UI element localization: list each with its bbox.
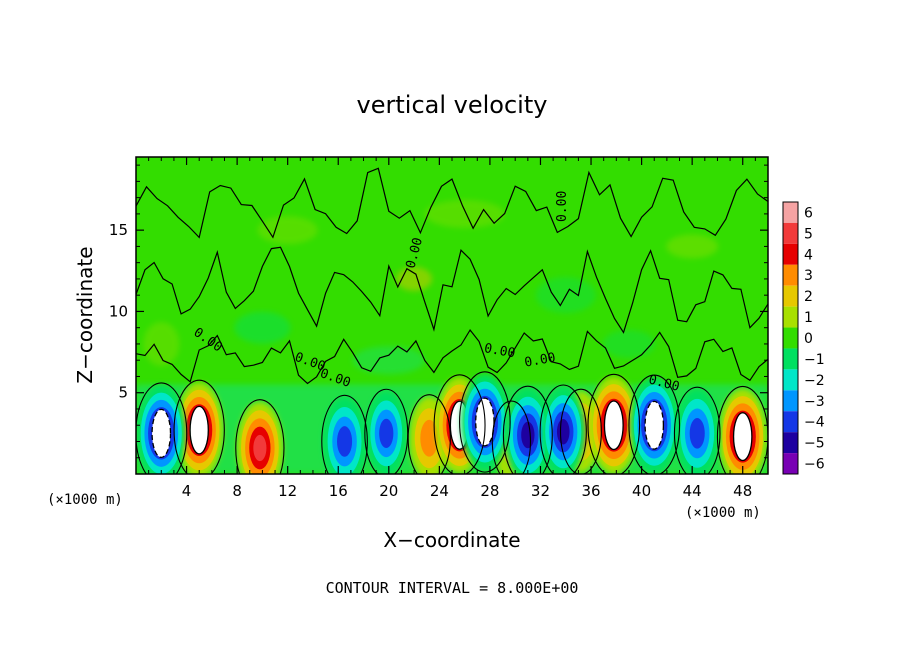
colorbar-swatch [783, 453, 798, 474]
x-tick-label: 16 [329, 482, 348, 500]
cell-contour [173, 379, 225, 474]
field-patch [257, 216, 318, 245]
colorbar-swatch [783, 327, 798, 349]
colorbar-label: 4 [804, 247, 813, 263]
cell-contour [433, 374, 486, 474]
cell-contour [559, 388, 602, 474]
colorbar-swatch [783, 306, 798, 328]
cell-contour [587, 373, 641, 474]
updraft-cell [175, 382, 224, 474]
zero-contour [136, 167, 768, 239]
downdraft-cell [675, 389, 719, 474]
updraft-cell [718, 388, 767, 474]
contour-label: 0.00 [555, 191, 570, 222]
downdraft-cell [365, 391, 407, 474]
x-unit-label-left: (×1000 m) [47, 492, 123, 508]
colorbar-label: 5 [804, 226, 813, 242]
downdraft-cell [504, 388, 552, 474]
field-patch [666, 234, 719, 259]
downdraft-cell [322, 397, 367, 474]
downdraft-cell [630, 377, 679, 473]
x-axis-ticks: 4 8 12 16 20 24 28 32 36 40 44 48 [148, 157, 756, 500]
colorbar-label: 2 [804, 289, 813, 305]
x-tick-label: 8 [232, 482, 242, 500]
velocity-field-patches [136, 199, 768, 474]
colorbar: 6 5 4 3 2 1 0 −1 −2 −3 −4 −5 −6 [782, 201, 825, 475]
colorbar-label: −6 [804, 457, 825, 473]
y-tick-label: 10 [109, 302, 128, 320]
colorbar-swatch [783, 348, 798, 370]
cell-contour [539, 384, 587, 474]
x-tick-label: 28 [480, 482, 499, 500]
x-unit-label-right: (×1000 m) [685, 505, 761, 521]
x-axis-title: X−coordinate [383, 528, 520, 552]
field-patch [234, 311, 291, 344]
x-tick-label: 48 [733, 482, 752, 500]
colorbar-label: 1 [804, 310, 813, 326]
colorbar-swatch [783, 390, 798, 412]
x-tick-label: 44 [683, 482, 702, 500]
colorbar-swatch [783, 202, 798, 223]
colorbar-swatch [783, 222, 798, 244]
zero-contour [136, 246, 768, 334]
x-tick-label: 4 [182, 482, 192, 500]
x-tick-label: 40 [632, 482, 651, 500]
cell-contour [136, 382, 188, 474]
colorbar-label: −5 [804, 436, 825, 452]
cell-contour [628, 374, 681, 474]
colorbar-label: 3 [804, 268, 813, 284]
colorbar-swatch [783, 264, 798, 286]
y-axis-ticks: 5 10 15 [109, 164, 768, 459]
cell-contour [235, 399, 285, 474]
cell-contour [459, 371, 511, 473]
colorbar-label: −1 [804, 352, 825, 368]
colorbar-label: 6 [804, 205, 813, 221]
cell-contour [502, 385, 553, 474]
updraft-cell [236, 402, 283, 474]
y-tick-label: 5 [118, 384, 128, 402]
cell-contour [364, 388, 409, 474]
cell-contour [491, 400, 532, 474]
colorbar-swatch [783, 369, 798, 391]
field-patch [352, 346, 425, 375]
contour-lines [136, 167, 768, 474]
colorbar-label: −2 [804, 373, 825, 389]
colorbar-swatch [783, 432, 798, 454]
y-tick-label: 15 [109, 221, 128, 239]
field-patch [602, 329, 655, 358]
cell-contour [407, 394, 451, 474]
x-tick-label: 32 [531, 482, 550, 500]
colorbar-label: 0 [804, 331, 813, 347]
contour-interval-footer: CONTOUR INTERVAL = 8.000E+00 [326, 579, 579, 597]
colorbar-swatch [783, 243, 798, 265]
field-patch [424, 199, 505, 228]
colorbar-swatch [783, 285, 798, 307]
updraft-cell [589, 376, 639, 474]
zero-contour [136, 328, 768, 385]
contour-label: 0.00 [483, 341, 516, 361]
downdraft-cell [541, 387, 586, 474]
cell-contour [673, 386, 721, 474]
downdraft-cell [137, 385, 186, 474]
cell-contour [716, 385, 768, 474]
x-tick-label: 36 [581, 482, 600, 500]
colorbar-swatch [783, 411, 798, 433]
field-patch [143, 321, 180, 366]
chart-title: vertical velocity [357, 91, 548, 119]
colorbar-label: −4 [804, 415, 825, 431]
contour-label: 0.00 [523, 350, 556, 370]
x-tick-label: 20 [379, 482, 398, 500]
colorbar-label: −3 [804, 394, 825, 410]
x-tick-label: 12 [278, 482, 297, 500]
x-tick-label: 24 [430, 482, 449, 500]
colorbar-frame [782, 201, 799, 475]
cell-contour [321, 394, 368, 474]
plot-area: 0.000.000.000.00 0.000.000.000.00 [136, 157, 768, 474]
y-axis-title: Z−coordinate [73, 246, 97, 383]
